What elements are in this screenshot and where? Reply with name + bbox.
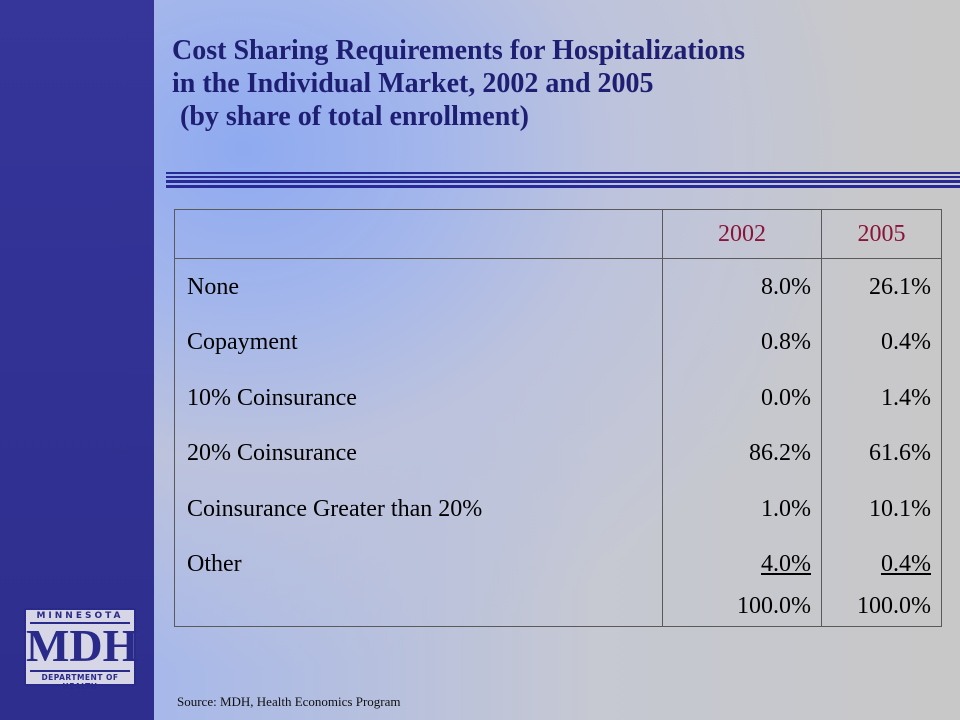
header-2005: 2005	[821, 210, 941, 259]
header-label-cell	[175, 210, 663, 259]
value-2005: 0.4%	[881, 551, 931, 578]
logo-bottom-text: DEPARTMENT OF HEALTH	[41, 673, 119, 691]
value-2002: 0.0%	[662, 370, 822, 426]
value-2005: 61.6%	[821, 426, 941, 482]
row-label: Other	[187, 551, 242, 578]
value-2005: 26.1%	[821, 258, 941, 315]
table-row: Other 4.0% 0.4%	[175, 537, 941, 593]
row-label: Coinsurance Greater than 20%	[187, 495, 483, 522]
row-label: 10% Coinsurance	[187, 384, 357, 411]
title-line-3: (by share of total enrollment)	[180, 101, 529, 132]
left-sidebar	[0, 0, 154, 720]
value-2002: 1.0%	[662, 481, 822, 537]
logo-main-text: MDH	[26, 620, 139, 671]
value-2005: 10.1%	[821, 481, 941, 537]
mdh-logo: MINNESOTA MDH DEPARTMENT OF HEALTH	[24, 608, 139, 691]
row-label: None	[187, 273, 239, 300]
total-2002: 100.0%	[662, 592, 822, 627]
table-row: 20% Coinsurance 86.2% 61.6%	[175, 426, 941, 482]
title-line-1: Cost Sharing Requirements for Hospitaliz…	[172, 35, 745, 66]
title-divider	[166, 172, 960, 188]
table-row: 10% Coinsurance 0.0% 1.4%	[175, 370, 941, 426]
cost-sharing-table: 2002 2005 None 8.0% 26.1% Copayment 0.8%…	[174, 209, 942, 627]
value-2005: 0.4%	[821, 315, 941, 371]
value-2002: 8.0%	[662, 258, 822, 315]
table-header-row: 2002 2005	[175, 210, 941, 259]
row-label: 20% Coinsurance	[187, 440, 357, 467]
total-label	[175, 593, 663, 627]
source-note: Source: MDH, Health Economics Program	[177, 694, 401, 709]
table-row: Copayment 0.8% 0.4%	[175, 315, 941, 371]
table-row: Coinsurance Greater than 20% 1.0% 10.1%	[175, 481, 941, 537]
row-label: Copayment	[187, 329, 298, 356]
logo-top-text: MINNESOTA	[36, 611, 124, 621]
value-2002: 86.2%	[662, 426, 822, 482]
table-row: None 8.0% 26.1%	[175, 258, 941, 315]
value-2002: 4.0%	[761, 551, 811, 578]
header-2002: 2002	[662, 210, 822, 259]
value-2002: 0.8%	[662, 315, 822, 371]
value-2005: 1.4%	[821, 370, 941, 426]
total-2005: 100.0%	[821, 592, 941, 627]
total-row: 100.0% 100.0%	[175, 592, 941, 627]
title-line-2: in the Individual Market, 2002 and 2005	[172, 68, 654, 99]
slide-title: Cost Sharing Requirements for Hospitaliz…	[172, 34, 942, 133]
